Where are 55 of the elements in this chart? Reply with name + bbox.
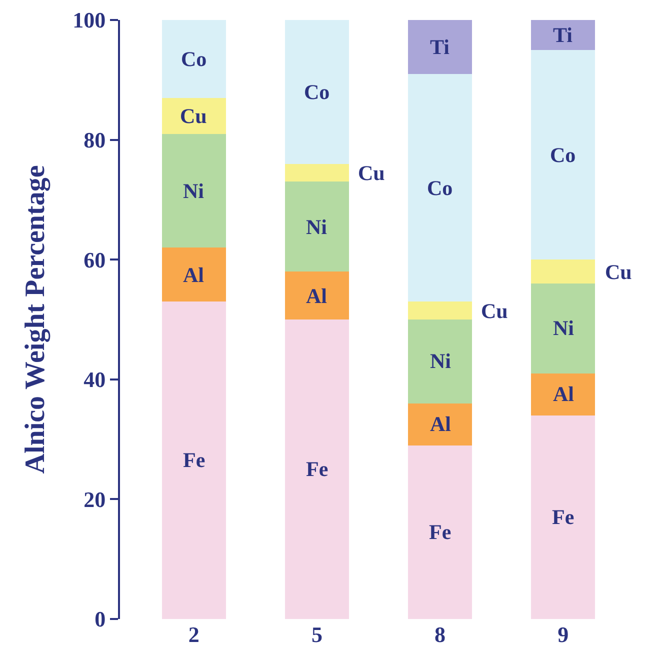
bar: [531, 20, 596, 50]
series-label: Al: [553, 382, 574, 406]
y-axis-title: Alnico Weight Percentage: [20, 165, 51, 474]
series-label: Ni: [306, 215, 328, 239]
text: Al: [306, 284, 327, 308]
x-tick-label: 8: [434, 622, 446, 647]
bar: [408, 403, 472, 446]
text: Al: [430, 412, 451, 436]
bar: [162, 134, 226, 248]
series-label: Cu: [180, 104, 208, 128]
bar: [531, 415, 596, 619]
bar: [531, 260, 596, 284]
y-tick-label: 0: [94, 606, 106, 632]
bar: [531, 50, 596, 260]
text: Al: [183, 263, 204, 287]
bar: [408, 20, 472, 74]
bar: [162, 302, 226, 619]
bar: [408, 302, 472, 320]
bar: [162, 248, 226, 302]
bar: [408, 74, 472, 302]
bar: [284, 320, 349, 619]
y-tick-label: 60: [84, 247, 106, 272]
x-tick-label: 9: [558, 622, 569, 647]
text: Fe: [306, 457, 328, 481]
series-label: Ti: [553, 23, 573, 47]
y-tick-label: 100: [72, 8, 106, 33]
bar: [284, 272, 349, 320]
bar: [408, 320, 472, 404]
bar: [284, 164, 349, 182]
text: Fe: [429, 520, 452, 544]
bar: [162, 98, 226, 134]
bar: [284, 20, 349, 164]
bar: [408, 445, 472, 619]
text: Co: [181, 47, 207, 71]
x-tick-label: 5: [311, 622, 322, 647]
bar: [531, 373, 596, 416]
text: Cu: [358, 161, 385, 185]
text: Ni: [553, 316, 574, 340]
y-tick-label: 20: [84, 486, 106, 512]
text: Ni: [430, 349, 451, 373]
series-label: Fe: [183, 448, 206, 472]
text: Cu: [605, 260, 632, 284]
text: Cu: [481, 299, 508, 323]
bar: [531, 284, 596, 374]
text: Fe: [552, 505, 574, 529]
y-tick-label: 40: [84, 367, 106, 392]
series-label: Co: [550, 143, 576, 167]
bar: [162, 20, 226, 98]
x-tick-label: 2: [188, 622, 200, 647]
text: Ni: [183, 179, 204, 203]
text: Ti: [430, 35, 450, 59]
y-tick-label: 80: [84, 128, 106, 152]
text: Co: [304, 80, 330, 104]
bar: [284, 182, 349, 272]
text: Co: [427, 176, 453, 200]
